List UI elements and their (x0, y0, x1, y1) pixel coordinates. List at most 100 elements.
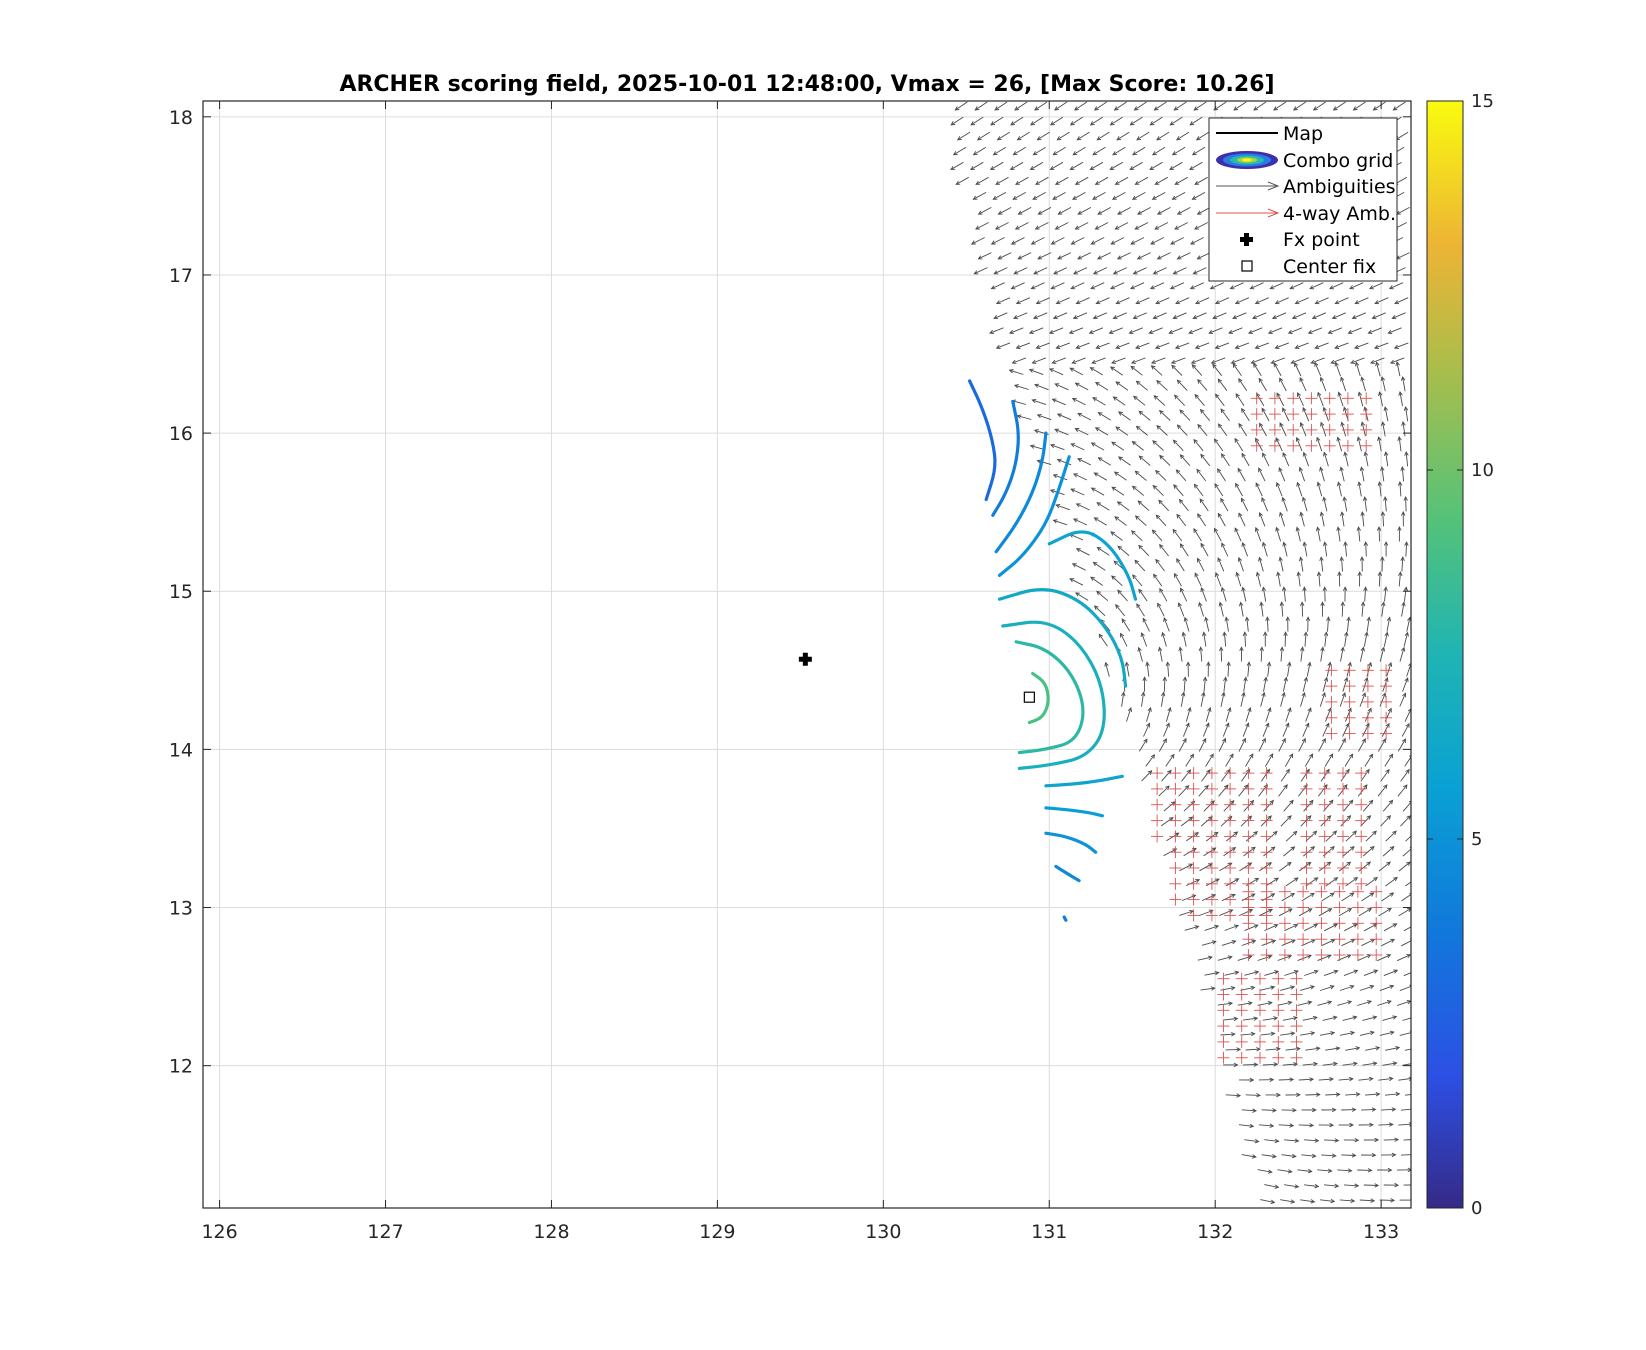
vector-arrow (1298, 1078, 1314, 1081)
vector-arrow (1155, 514, 1167, 527)
vector-arrow (1192, 192, 1206, 200)
vector-arrowhead (1361, 692, 1367, 698)
vector-arrowhead (1111, 195, 1117, 200)
vector-arrow (1093, 312, 1108, 319)
vector-arrowhead (1258, 511, 1263, 517)
vector-arrow (1267, 662, 1270, 677)
vector-arrowhead (1294, 344, 1300, 349)
vector-arrowhead (1154, 225, 1160, 230)
vector-arrow (1056, 342, 1070, 349)
vector-arrowhead (1320, 601, 1325, 607)
vector-arrow (1324, 632, 1327, 647)
vector-arrowhead (1162, 676, 1168, 682)
vector-arrowhead (1052, 473, 1058, 479)
vector-arrow (1117, 589, 1128, 602)
vector-arrowhead (1197, 423, 1202, 429)
vector-arrowhead (1187, 706, 1192, 712)
vector-arrowhead (1413, 1062, 1417, 1066)
vector-arrowhead (1360, 376, 1365, 382)
vector-arrow (1150, 282, 1165, 290)
vector-arrowhead (1208, 909, 1214, 914)
vector-arrowhead (1382, 692, 1387, 698)
vector-arrowhead (993, 270, 999, 275)
vector-arrow (1340, 647, 1344, 662)
vector-arrow (1276, 482, 1283, 497)
vector-arrowhead (1370, 1198, 1376, 1203)
vector-arrow (1173, 484, 1184, 497)
vector-arrow (1185, 879, 1200, 887)
vector-arrowhead (1134, 470, 1140, 476)
vector-arrowhead (1322, 586, 1327, 591)
vector-arrowhead (1294, 300, 1300, 305)
vector-arrow (1146, 662, 1150, 677)
vector-arrow (970, 161, 984, 170)
vector-arrowhead (1072, 151, 1078, 156)
vector-arrowhead (1401, 421, 1406, 426)
vector-arrowhead (1363, 451, 1369, 457)
vector-arrow (1360, 769, 1370, 782)
vector-arrow (1238, 423, 1248, 437)
vector-arrow (1399, 1032, 1411, 1036)
vector-arrowhead (1185, 722, 1190, 728)
vector-arrowhead (1282, 451, 1287, 457)
vector-arrow (1405, 496, 1407, 512)
vector-arrow (1115, 604, 1126, 617)
vector-arrow (1137, 252, 1151, 260)
vector-arrow (1285, 831, 1298, 842)
vector-arrowhead (1217, 468, 1222, 473)
vector-arrow (1280, 1199, 1295, 1203)
vector-arrow (1272, 312, 1287, 319)
vector-arrow (1245, 753, 1254, 767)
vector-arrow (996, 297, 1011, 304)
vector-arrowhead (1240, 497, 1245, 503)
vector-arrow (1058, 207, 1072, 215)
vector-arrow (1138, 647, 1143, 662)
vector-arrow (1159, 410, 1171, 421)
vector-arrowhead (1152, 484, 1158, 490)
vector-arrowhead (1326, 861, 1332, 867)
vector-arrow (1325, 1047, 1340, 1051)
vector-arrow (1338, 861, 1351, 872)
vector-arrow (1159, 544, 1169, 557)
vector-arrowhead (1343, 784, 1348, 789)
vector-arrowhead (1286, 861, 1292, 867)
vector-arrowhead (1299, 511, 1304, 517)
vector-arrowhead (1330, 939, 1336, 944)
vector-arrow (1255, 342, 1270, 349)
vector-arrow (1138, 545, 1150, 557)
vector-arrow (1219, 602, 1224, 617)
vector-arrow (1173, 267, 1187, 275)
vector-arrow (1197, 513, 1206, 527)
vector-arrowhead (1283, 676, 1288, 682)
vector-arrowhead (1314, 1138, 1320, 1143)
colorbar-tick-label: 15 (1471, 91, 1494, 112)
legend-four-way-arrow (1216, 208, 1280, 218)
vector-arrowhead (1372, 1061, 1378, 1066)
vector-arrowhead (1336, 481, 1342, 487)
vector-arrowhead (1276, 571, 1281, 577)
vector-arrow (1235, 342, 1250, 349)
vector-arrowhead (1198, 601, 1203, 607)
vector-arrowhead (1035, 344, 1041, 349)
vector-arrowhead (975, 180, 981, 185)
y-tick-label: 17 (169, 265, 193, 287)
vector-arrowhead (1230, 359, 1236, 364)
x-tick-label: 128 (533, 1221, 569, 1243)
vector-arrow (1238, 513, 1246, 527)
vector-arrow (1174, 101, 1187, 111)
vector-arrowhead (1204, 616, 1209, 622)
vector-arrowhead (1034, 383, 1040, 388)
vector-arrowhead (1310, 846, 1316, 851)
vector-arrow (1255, 482, 1263, 497)
vector-arrow (1217, 1002, 1233, 1006)
vector-arrowhead (1310, 1199, 1316, 1204)
vector-arrow (1073, 267, 1088, 275)
vector-arrow (1260, 647, 1263, 662)
vector-arrow (1230, 282, 1244, 290)
vector-arrow (1362, 846, 1375, 857)
vector-arrow (1190, 237, 1204, 245)
vector-arrow (1363, 1184, 1379, 1186)
vector-arrow (1053, 519, 1068, 526)
vector-arrowhead (1279, 422, 1284, 428)
vector-arrow (1259, 862, 1272, 872)
